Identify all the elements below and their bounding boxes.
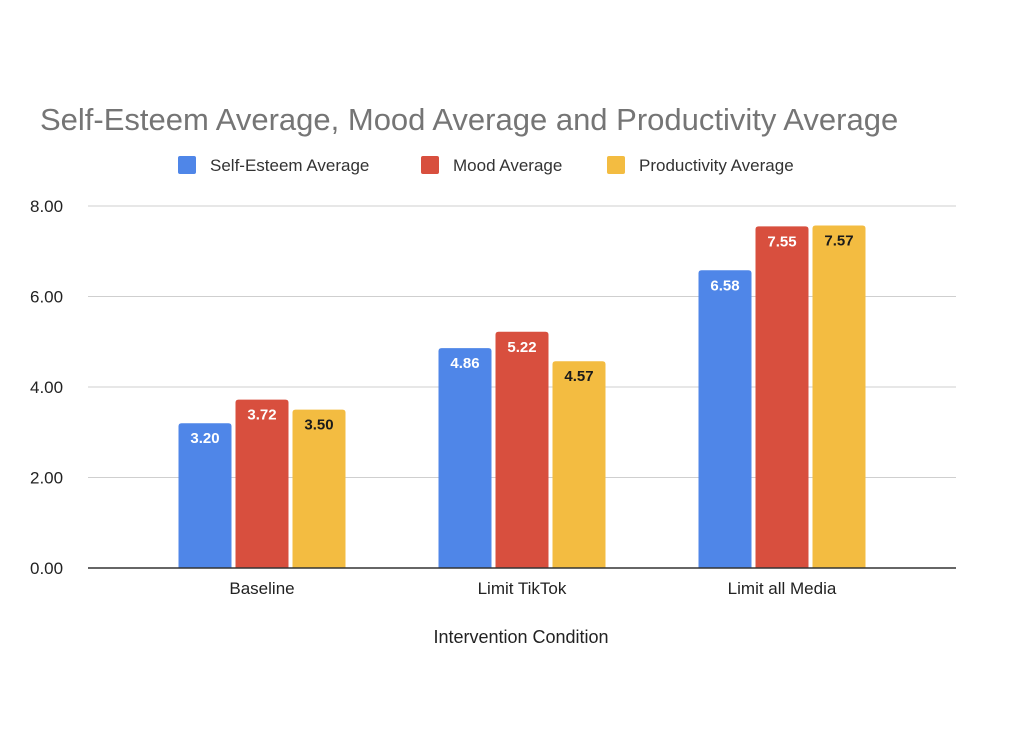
bar: [755, 226, 809, 569]
bar-value-label: 5.22: [507, 339, 536, 356]
x-axis-title: Intervention Condition: [433, 627, 608, 647]
x-tick-label: Limit all Media: [728, 579, 837, 598]
y-tick-label: 0.00: [30, 559, 63, 578]
y-tick-label: 4.00: [30, 378, 63, 397]
legend: Self-Esteem Average Mood Average Productiv…: [178, 156, 794, 175]
bar: [698, 270, 752, 568]
y-axis: 0.00 2.00 4.00 6.00 8.00: [30, 197, 63, 578]
bar-value-label: 4.86: [450, 355, 479, 372]
bar: [178, 423, 232, 568]
chart-title: Self-Esteem Average, Mood Average and Pr…: [40, 102, 898, 137]
bar: [235, 399, 289, 568]
bar: [812, 225, 866, 568]
legend-label: Productivity Average: [639, 156, 794, 175]
legend-swatch: [421, 156, 439, 174]
bar-value-label: 6.58: [710, 277, 739, 294]
x-axis: Baseline Limit TikTok Limit all Media: [88, 567, 956, 598]
x-tick-label: Limit TikTok: [478, 579, 567, 598]
y-tick-label: 8.00: [30, 197, 63, 216]
legend-swatch: [178, 156, 196, 174]
bar-value-label: 7.57: [824, 232, 853, 249]
bars: 3.20 3.72 3.50 4.86 5.22 4.57 6.58 7.55 7.57: [178, 225, 866, 569]
x-tick-label: Baseline: [229, 579, 294, 598]
legend-label: Mood Average: [453, 156, 562, 175]
bar: [438, 348, 492, 568]
bar-value-label: 3.20: [190, 430, 219, 447]
bar: [292, 409, 346, 568]
bar-value-label: 3.50: [304, 417, 333, 434]
bar: [552, 361, 606, 568]
legend-swatch: [607, 156, 625, 174]
bar-value-label: 7.55: [767, 233, 796, 250]
bar: [495, 331, 549, 568]
y-tick-label: 6.00: [30, 288, 63, 307]
y-tick-label: 2.00: [30, 469, 63, 488]
legend-label: Self-Esteem Average: [210, 156, 369, 175]
bar-value-label: 3.72: [247, 407, 276, 424]
bar-value-label: 4.57: [564, 368, 593, 385]
